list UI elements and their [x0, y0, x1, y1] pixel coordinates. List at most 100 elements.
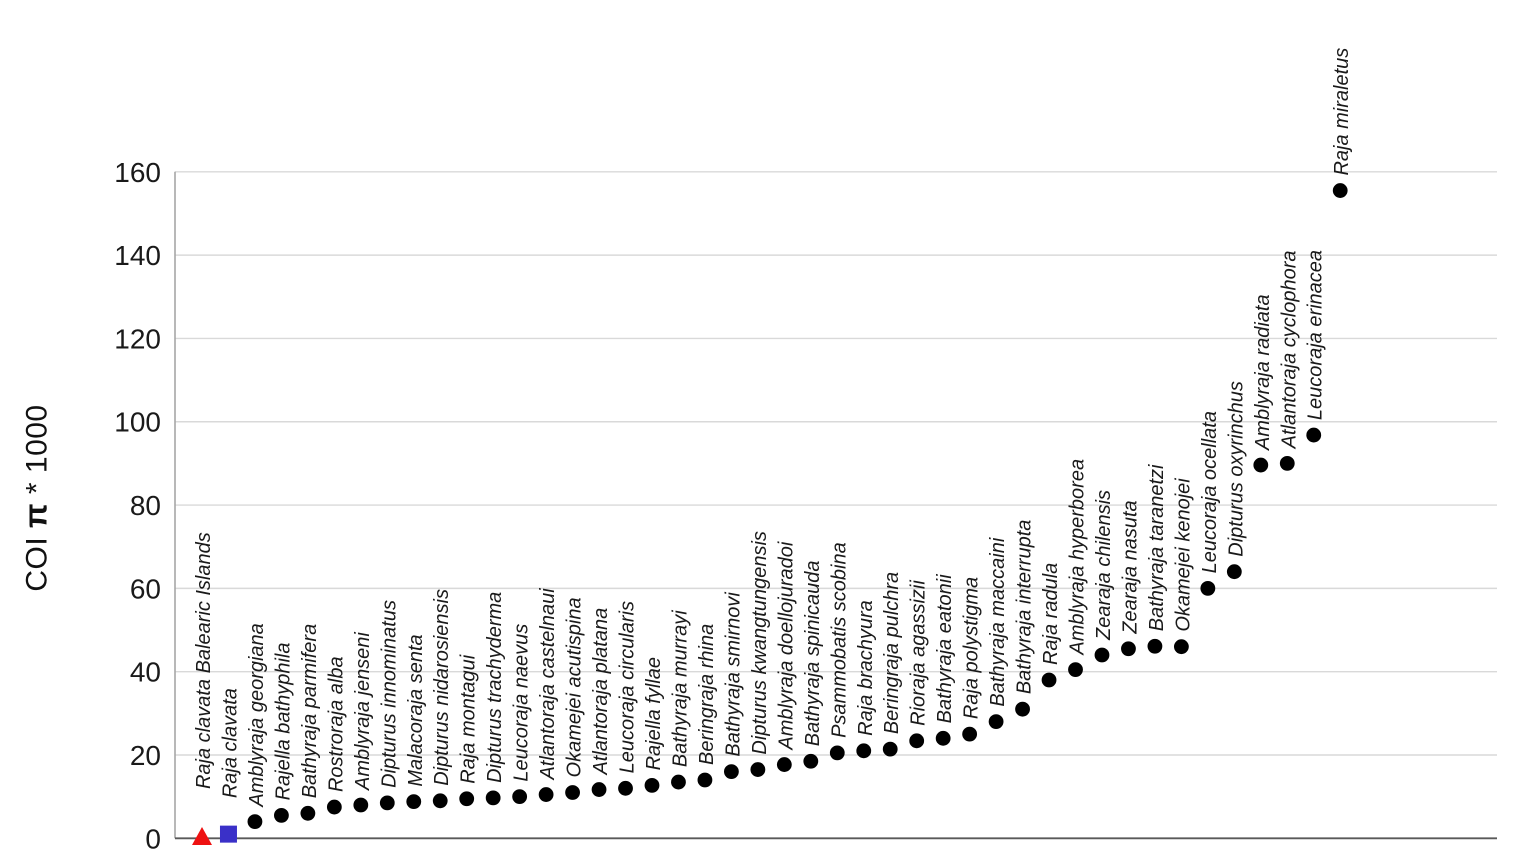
species-label: Rioraja agassizii	[908, 580, 930, 726]
species-label: Bathyraja maccaini	[987, 537, 1009, 707]
species-label: Rostroraja alba	[325, 656, 347, 792]
species-label: Zearaja chilensis	[1093, 490, 1115, 641]
circle-marker	[459, 791, 475, 807]
species-label: Bathyraja spinicauda	[802, 561, 824, 747]
circle-marker	[512, 789, 528, 805]
species-label: Raja miraletus	[1331, 48, 1353, 176]
species-label: Atlantoraja cyclophora	[1278, 251, 1300, 450]
species-label: Dipturus trachyderma	[484, 592, 506, 783]
species-label: Raja montagui	[458, 654, 480, 784]
circle-marker	[379, 795, 395, 811]
species-label: Bathyraja parmifera	[299, 624, 321, 799]
species-label: Malacoraja senta	[405, 634, 427, 786]
circle-marker	[1121, 641, 1136, 657]
circle-marker	[724, 764, 739, 780]
species-label: Amblyraja jenseni	[352, 632, 374, 791]
species-label: Leucoraja naevus	[511, 624, 533, 782]
circle-marker	[565, 785, 580, 800]
circle-marker	[829, 745, 845, 761]
square-marker	[219, 825, 237, 843]
species-label: Beringraja rhina	[696, 624, 718, 765]
circle-marker	[776, 757, 792, 772]
species-label: Dipturus oxyrinchus	[1225, 381, 1247, 557]
circle-marker	[856, 743, 872, 759]
species-label: Leucoraja circularis	[617, 601, 639, 773]
circle-marker	[538, 787, 554, 802]
circle-marker	[1147, 638, 1163, 654]
species-label: Amblyraja georgiana	[246, 623, 268, 807]
circle-marker	[326, 799, 342, 815]
species-label: Psammobatis scobina	[828, 542, 850, 738]
circle-marker	[1226, 564, 1242, 580]
circle-marker	[353, 797, 369, 813]
circle-marker	[1279, 455, 1295, 471]
circle-marker	[909, 733, 925, 749]
circle-marker	[591, 782, 607, 797]
circle-marker	[1041, 672, 1057, 688]
species-label: Bathyraja interrupta	[1014, 520, 1036, 695]
species-label: Bathyraja murrayi	[669, 610, 691, 767]
species-label: Raja clavata	[219, 688, 241, 798]
y-tick-label: 80	[130, 490, 161, 521]
circle-marker	[1173, 639, 1189, 655]
species-label: Amblyraja hyperborea	[1067, 459, 1089, 656]
y-tick-label: 60	[130, 573, 161, 604]
y-tick-label: 0	[145, 823, 161, 854]
species-label: Raja clavata Balearic Islands	[193, 532, 215, 789]
circle-marker	[485, 790, 501, 806]
circle-marker	[750, 762, 766, 777]
circle-marker	[1015, 701, 1030, 717]
species-label: Leucoraja ocellata	[1199, 411, 1221, 573]
species-label: Raja brachyura	[855, 600, 877, 736]
species-label: Okamejei kenojei	[1172, 478, 1194, 632]
species-label: Amblyraja radiata	[1252, 294, 1274, 451]
circle-marker	[1094, 647, 1110, 663]
y-tick-label: 20	[130, 740, 161, 771]
circle-marker	[1306, 427, 1322, 443]
species-label: Okamejei acutispina	[564, 597, 586, 777]
species-label: Rajella fyllae	[643, 657, 665, 770]
species-label: Zearaja nasuta	[1119, 500, 1141, 634]
pi-symbol: π	[17, 502, 54, 528]
circle-marker	[803, 753, 819, 769]
species-label: Atlantoraja castelnaui	[537, 588, 559, 781]
species-label: Amblyraja doellojuradoi	[775, 541, 797, 750]
species-label: Dipturus innominatus	[378, 600, 400, 788]
y-axis-title: COI π * 1000	[18, 404, 55, 591]
species-label: Leucoraja erinacea	[1305, 250, 1327, 420]
y-tick-label: 140	[114, 240, 161, 271]
y-tick-label: 40	[130, 657, 161, 688]
species-label: Beringraja pulchra	[881, 572, 903, 734]
circle-marker	[962, 726, 978, 742]
circle-marker	[1332, 183, 1348, 198]
species-label: Dipturus nidarosiensis	[431, 589, 453, 786]
triangle-marker	[192, 827, 212, 846]
circle-marker	[274, 807, 289, 823]
y-tick-label: 100	[114, 407, 161, 438]
species-label: Bathyraja smirnovi	[722, 592, 744, 757]
species-label: Atlantoraja platana	[590, 608, 612, 776]
circle-marker	[406, 794, 422, 810]
circle-marker	[1253, 457, 1269, 473]
species-label: Raja radula	[1040, 563, 1062, 665]
circle-marker	[671, 774, 686, 790]
y-tick-label: 120	[114, 323, 161, 354]
species-label: Raja polystigma	[961, 577, 983, 719]
circle-marker	[882, 741, 898, 757]
circle-marker	[988, 714, 1004, 730]
circle-marker	[1068, 662, 1083, 677]
species-label: Rajella bathyphila	[272, 642, 294, 800]
y-tick-label: 160	[114, 157, 161, 188]
circle-marker	[247, 814, 263, 830]
circle-marker	[300, 805, 316, 821]
species-label: Bathyraja taranetzi	[1146, 464, 1168, 631]
circle-marker	[432, 793, 448, 809]
circle-marker	[1200, 580, 1216, 596]
y-axis-title-prefix: COI	[20, 527, 54, 592]
circle-marker	[935, 730, 951, 746]
species-label: Dipturus kwangtungensis	[749, 531, 771, 754]
circle-marker	[697, 772, 713, 788]
y-axis-title-suffix: * 1000	[20, 404, 54, 503]
